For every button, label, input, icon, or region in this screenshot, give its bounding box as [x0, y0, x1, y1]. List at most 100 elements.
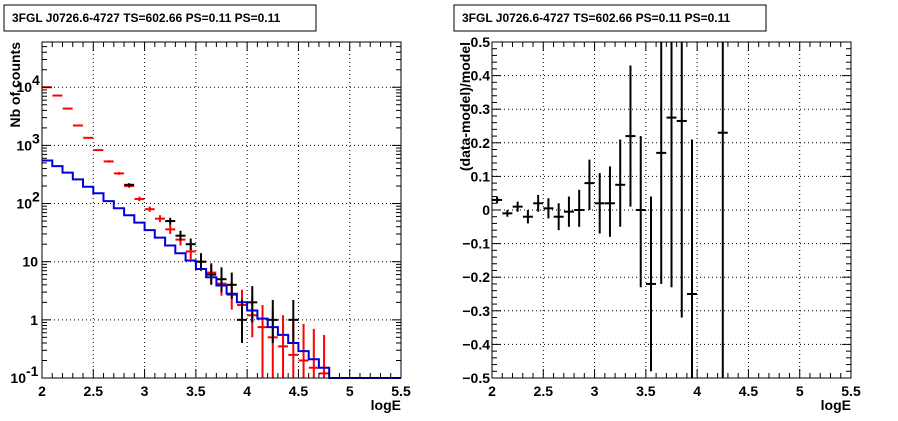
counts-data-point: [237, 299, 248, 343]
residuals-y-tick-label: 0.2: [471, 135, 491, 151]
residuals-data-point: [717, 42, 728, 378]
residuals-y-tick-label: 0: [482, 202, 490, 218]
residuals-x-tick-label: 4: [693, 383, 701, 399]
counts-data-point: [165, 217, 176, 225]
residuals-data-point: [645, 196, 656, 372]
counts-data-point: [247, 286, 258, 323]
counts-sim-point: [144, 206, 155, 212]
counts-x-tick-label: 5: [346, 383, 354, 399]
counts-sim-point: [113, 172, 124, 175]
counts-sim-point: [278, 315, 289, 378]
residuals-panel: 3FGL J0726.6-4727 TS=602.66 PS=0.11 PS=0…: [453, 4, 861, 413]
counts-y-tick-exponent: -1: [26, 363, 39, 379]
counts-x-tick-label: 3.5: [186, 383, 206, 399]
counts-sim-point: [83, 136, 94, 139]
counts-x-tick-label: 3: [141, 383, 149, 399]
counts-sim-point: [319, 334, 330, 378]
counts-x-axis-label: logE: [371, 397, 401, 413]
residuals-y-axis-label: (data-model)/model: [457, 42, 473, 171]
residuals-grid: [492, 42, 851, 378]
counts-sim-point: [154, 215, 165, 223]
counts-sim-point: [93, 149, 104, 152]
residuals-data-point: [563, 196, 574, 227]
residuals-x-tick-label: 2.5: [534, 383, 554, 399]
residuals-data-point: [666, 42, 677, 288]
counts-data-point: [267, 299, 278, 343]
counts-y-tick-label: 10: [10, 370, 26, 386]
counts-x-tick-label: 4: [243, 383, 251, 399]
residuals-data-point: [676, 42, 687, 318]
counts-x-tick-label: 2.5: [84, 383, 104, 399]
residuals-data-point: [543, 198, 554, 219]
counts-x-tick-label: 4.5: [289, 383, 309, 399]
residuals-data-point: [502, 210, 513, 217]
residuals-data-point: [553, 203, 564, 231]
counts-sim-point: [308, 328, 319, 378]
residuals-data-point: [512, 201, 523, 212]
residuals-chart-title: 3FGL J0726.6-4727 TS=602.66 PS=0.11 PS=0…: [462, 11, 731, 25]
residuals-x-tick-label: 5: [796, 383, 804, 399]
counts-data-point: [185, 238, 196, 250]
counts-sim-point: [103, 160, 114, 163]
counts-y-tick-label: 10: [22, 254, 38, 270]
counts-y-tick-label: 10: [16, 196, 32, 212]
residuals-data-point: [574, 189, 585, 227]
counts-model-step-line: [42, 159, 401, 379]
counts-chart-title: 3FGL J0726.6-4727 TS=602.66 PS=0.11 PS=0…: [12, 11, 281, 25]
counts-sim-point: [134, 196, 145, 202]
counts-panel: 3FGL J0726.6-4727 TS=602.66 PS=0.11 PS=0…: [3, 4, 411, 413]
residuals-y-tick-label: −0.3: [462, 303, 490, 319]
residuals-data-point: [604, 166, 615, 237]
residuals-x-tick-label: 3.5: [636, 383, 656, 399]
residuals-data-point: [533, 194, 544, 212]
residuals-x-tick-label: 3: [591, 383, 599, 399]
counts-y-tick-exponent: 3: [32, 130, 40, 146]
counts-y-tick-label: 1: [30, 312, 38, 328]
residuals-x-tick-label: 5.5: [841, 383, 861, 399]
counts-sim-point: [257, 305, 268, 378]
residuals-y-tick-label: −0.2: [462, 269, 490, 285]
residuals-y-tick-label: −0.1: [462, 236, 490, 252]
counts-data-point: [216, 267, 227, 293]
residuals-data-point: [522, 210, 533, 224]
counts-sim-point: [72, 124, 83, 127]
residuals-data-point: [687, 139, 698, 378]
residuals-axes: 2 2.5 3 3.5 4 4.5 5 5.5 −0.5 −0.4 −0.3 −0.2 −0.1 0 0.1…: [462, 34, 861, 399]
counts-y-tick-exponent: 2: [32, 189, 40, 205]
counts-y-tick-label: 10: [16, 79, 32, 95]
residuals-data-point: [615, 139, 626, 227]
counts-x-tick-label: 5.5: [391, 383, 411, 399]
residuals-data-point: [594, 173, 605, 234]
residuals-x-tick-label: 2: [488, 383, 496, 399]
counts-plot-frame: [41, 41, 402, 379]
residuals-series: [492, 42, 728, 378]
residuals-y-tick-label: −0.4: [462, 336, 490, 352]
counts-grid: [42, 42, 401, 378]
residuals-y-tick-label: 0.3: [471, 101, 491, 117]
residuals-y-tick-label: 0.5: [471, 34, 491, 50]
counts-sim-point: [165, 224, 176, 234]
residuals-data-point: [656, 42, 667, 284]
residuals-y-tick-label: −0.5: [462, 370, 490, 386]
counts-sim-point: [52, 94, 63, 97]
residuals-x-axis-label: logE: [821, 397, 851, 413]
counts-data-point: [124, 183, 135, 187]
residuals-y-tick-label: 0.1: [471, 168, 491, 184]
counts-y-axis-label: Nb of counts: [7, 42, 23, 128]
residuals-data-point: [492, 196, 503, 204]
residuals-data-point: [625, 65, 636, 207]
counts-data-point: [175, 230, 186, 241]
residuals-data-point: [584, 159, 595, 210]
counts-x-tick-label: 2: [38, 383, 46, 399]
counts-data-point: [288, 299, 299, 343]
residuals-x-tick-label: 4.5: [739, 383, 759, 399]
counts-y-tick-exponent: 4: [32, 72, 40, 88]
residuals-y-tick-label: 0.4: [471, 68, 491, 84]
counts-data-point: [195, 253, 206, 271]
residuals-data-point: [635, 136, 646, 288]
counts-data-point: [206, 264, 217, 285]
counts-sim-point: [62, 107, 73, 110]
counts-y-tick-label: 10: [16, 137, 32, 153]
